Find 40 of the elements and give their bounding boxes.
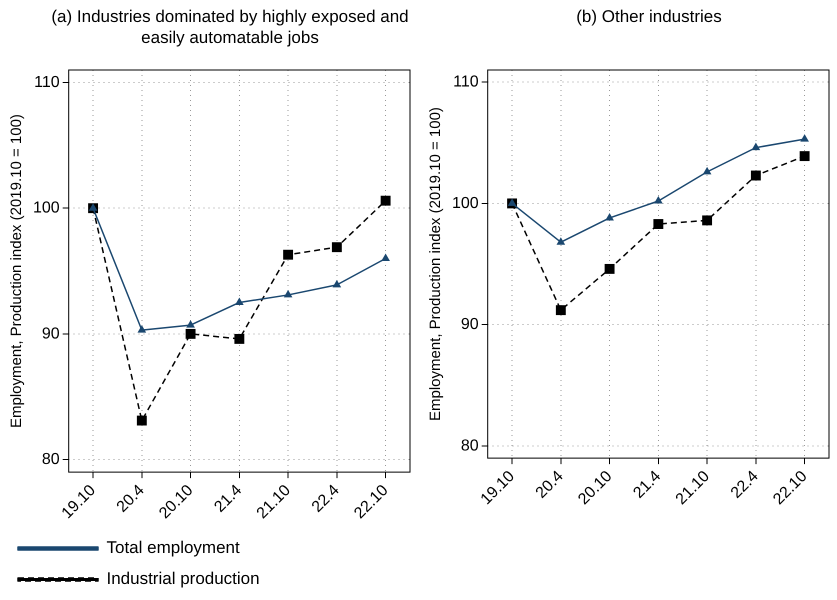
y-tick-label: 110: [453, 74, 479, 91]
y-tick-label: 80: [460, 437, 479, 454]
point: [234, 334, 244, 344]
point: [653, 219, 664, 229]
point: [138, 325, 146, 333]
y-tick-label: 90: [460, 316, 479, 334]
point: [284, 290, 292, 298]
legend-label: Industrial production: [106, 569, 260, 588]
point: [702, 166, 712, 174]
point: [136, 416, 147, 426]
point: [605, 212, 614, 220]
point: [381, 253, 390, 261]
point: [556, 237, 566, 245]
point: [508, 198, 516, 206]
point: [235, 297, 244, 305]
point: [332, 280, 342, 288]
point: [332, 242, 342, 252]
point: [283, 250, 294, 260]
point: [654, 196, 663, 204]
point: [186, 328, 196, 339]
y-tick-label: 110: [34, 74, 60, 91]
point: [750, 170, 761, 180]
point: [800, 134, 809, 142]
point: [752, 142, 760, 150]
y-tick-label: 80: [42, 450, 60, 468]
y-tick-label: 100: [452, 194, 479, 212]
chart-title: (a) Industries dominated by highly exposed and easily automatable jobs: [50, 6, 410, 48]
y-tick-label: 100: [32, 200, 60, 217]
point: [380, 196, 391, 206]
y-tick-label: 90: [42, 325, 60, 342]
point: [800, 151, 810, 162]
point: [186, 320, 195, 328]
chart-title: (b) Other industries: [575, 6, 723, 27]
y-axis-title: Employment, Production index (2019.10 = 100): [427, 107, 444, 422]
point: [556, 305, 566, 316]
point: [604, 264, 615, 274]
point: [702, 215, 712, 226]
point: [88, 203, 98, 211]
legend-label: Total employment: [106, 538, 240, 558]
y-axis-title: Employment, Production index (2019.10 = 100): [8, 114, 26, 428]
